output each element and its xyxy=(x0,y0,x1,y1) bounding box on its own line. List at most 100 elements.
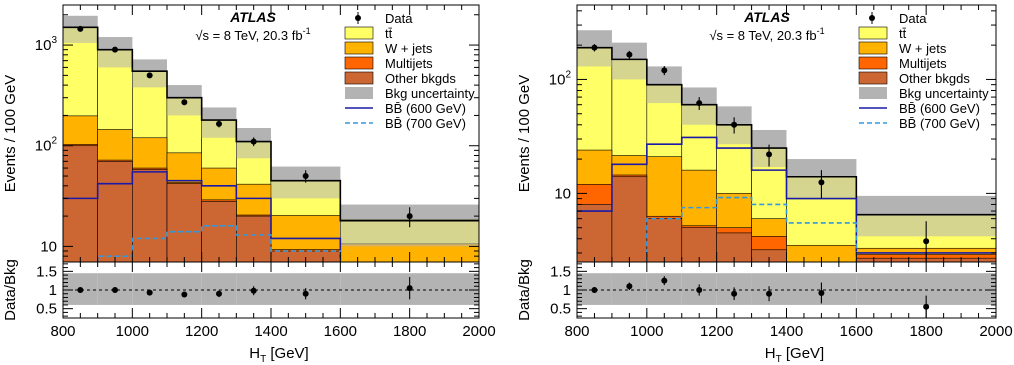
x-axis-label-sub: T xyxy=(260,354,266,365)
data-point xyxy=(923,238,930,245)
energy-lumi-label: √s = 8 TeV, 20.3 fb-1 xyxy=(195,26,310,43)
uncertainty-band-overlay xyxy=(611,42,647,80)
x-axis-label-main: H xyxy=(765,345,776,362)
data-point xyxy=(181,99,188,106)
stack-bar-other-bkgds xyxy=(63,145,98,262)
ratio-point xyxy=(818,289,825,296)
ratio-point xyxy=(216,290,222,297)
ratio-point xyxy=(661,277,668,284)
stack-bar-other-bkgds xyxy=(236,215,272,262)
ratio-point xyxy=(696,287,703,293)
stack-bar-other-bkgds xyxy=(201,201,237,262)
data-point xyxy=(818,179,825,186)
legend-swatch xyxy=(858,41,888,55)
data-point xyxy=(766,151,773,158)
legend-swatch xyxy=(859,87,887,99)
legend-swatch xyxy=(345,87,373,99)
data-point xyxy=(406,213,413,220)
stack-bar-other-bkgds xyxy=(97,161,133,262)
x-tick-label: 800 xyxy=(564,323,589,340)
legend-label: Data xyxy=(385,11,413,26)
y-axis-label: Events / 100 GeV xyxy=(2,75,19,193)
ratio-y-tick-label: 1 xyxy=(49,282,57,299)
x-tick-label: 2000 xyxy=(462,323,495,340)
legend-label: Multijets xyxy=(385,56,433,71)
lumi-exponent: -1 xyxy=(303,26,311,36)
y-tick-label: 102 xyxy=(35,136,58,155)
legend-label: Bkg uncertainty xyxy=(899,86,989,101)
ratio-point xyxy=(923,303,930,310)
legend-swatch xyxy=(858,26,888,40)
y-tick-label-exponent: 2 xyxy=(51,136,57,147)
x-tick-label: 1800 xyxy=(393,323,426,340)
legend-label: BB̄ (600 GeV) xyxy=(899,101,980,116)
ratio-point xyxy=(406,285,413,292)
ratio-uncertainty-band xyxy=(201,273,237,305)
stack-bar-other-bkgds xyxy=(577,204,613,262)
x-axis-label: HT [GeV] xyxy=(249,345,308,365)
legend-swatch xyxy=(344,41,374,55)
ratio-y-tick-label: 0.5 xyxy=(550,301,571,318)
ratio-point xyxy=(112,287,118,293)
legend-label: Other bkgds xyxy=(899,71,970,86)
legend-label: W + jets xyxy=(385,41,433,56)
y-tick-label: 102 xyxy=(549,69,572,88)
y-tick-label: 10 xyxy=(40,238,57,255)
ratio-point xyxy=(250,287,257,294)
y-tick-label: 10 xyxy=(554,185,571,202)
legend-label: BB̄ (600 GeV) xyxy=(385,101,466,116)
ratio-plot-area xyxy=(63,273,479,305)
legend-label: BB̄ (700 GeV) xyxy=(899,116,980,131)
x-tick-label: 1000 xyxy=(630,323,663,340)
ratio-y-axis-label: Data/Bkg xyxy=(516,259,533,321)
legend-swatch xyxy=(344,71,374,85)
ratio-uncertainty-band xyxy=(167,273,202,305)
ratio-uncertainty-band xyxy=(132,273,167,305)
signal-line-2 xyxy=(646,196,858,262)
energy-lumi-label: √s = 8 TeV, 20.3 fb-1 xyxy=(709,26,824,43)
x-tick-label: 1600 xyxy=(840,323,873,340)
data-point xyxy=(250,138,257,145)
y-tick-label-base: 10 xyxy=(35,37,52,54)
experiment-label: ATLAS xyxy=(743,9,790,25)
x-axis-label-unit: [GeV] xyxy=(266,345,309,362)
data-point xyxy=(216,120,222,127)
ratio-point xyxy=(731,290,738,297)
x-tick-label: 1600 xyxy=(324,323,357,340)
ratio-point xyxy=(626,283,633,290)
legend-swatch xyxy=(858,71,888,85)
data-point xyxy=(146,72,153,79)
data-point xyxy=(661,67,668,74)
y-tick-label: 103 xyxy=(35,35,58,54)
x-tick-label: 1400 xyxy=(770,323,803,340)
y-tick-label-base: 10 xyxy=(554,185,571,202)
ratio-point xyxy=(77,287,84,293)
y-tick-label-exponent: 3 xyxy=(51,35,57,46)
x-axis-label-main: H xyxy=(249,345,260,362)
stack-bar-other-bkgds xyxy=(681,227,717,262)
ratio-point xyxy=(766,290,773,297)
legend-label: tt̄ xyxy=(385,26,393,41)
x-tick-label: 2000 xyxy=(979,323,1012,340)
y-tick-label-base: 10 xyxy=(549,71,566,88)
ratio-y-tick-label: 0.5 xyxy=(36,301,57,318)
legend-label: Data xyxy=(899,11,927,26)
legend-swatch xyxy=(858,56,888,70)
legend-label: Multijets xyxy=(899,56,947,71)
y-tick-label-exponent: 2 xyxy=(565,69,571,80)
main-plot-area xyxy=(577,30,996,262)
data-point xyxy=(77,25,84,32)
ratio-y-tick-label: 1 xyxy=(563,282,571,299)
x-tick-label: 1400 xyxy=(254,323,287,340)
stack-bar-other-bkgds xyxy=(646,218,683,262)
ratio-plot-area xyxy=(577,273,996,318)
legend-swatch xyxy=(344,26,374,40)
data-point xyxy=(731,121,738,128)
y-tick-label-base: 10 xyxy=(40,238,57,255)
ratio-y-axis-label: Data/Bkg xyxy=(2,259,19,321)
energy-lumi-text: √s = 8 TeV, 20.3 fb xyxy=(709,28,816,43)
ratio-point xyxy=(181,291,188,298)
